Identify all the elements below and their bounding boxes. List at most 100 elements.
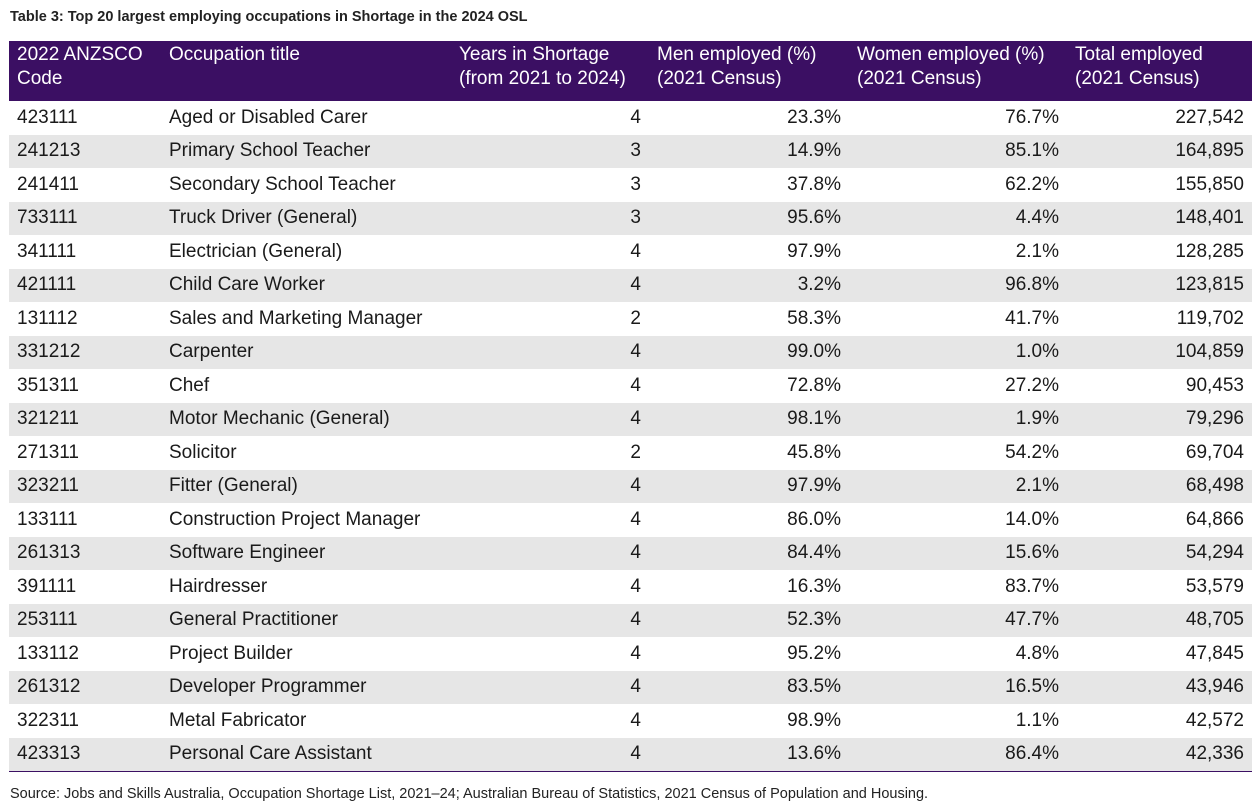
table-row: 271311 Solicitor 2 45.8% 54.2% 69,704 (9, 436, 1252, 470)
cell-total-employed: 155,850 (1067, 168, 1252, 202)
cell-years-in-shortage: 4 (451, 235, 649, 269)
cell-total-employed: 123,815 (1067, 268, 1252, 302)
cell-years-in-shortage: 4 (451, 335, 649, 369)
header-anzsco-code: 2022 ANZSCO Code (9, 41, 161, 101)
cell-occupation-title: Sales and Marketing Manager (161, 302, 451, 336)
cell-anzsco-code: 733111 (9, 201, 161, 235)
cell-total-employed: 227,542 (1067, 101, 1252, 135)
cell-years-in-shortage: 4 (451, 503, 649, 537)
cell-men-employed: 23.3% (649, 101, 849, 135)
cell-women-employed: 2.1% (849, 469, 1067, 503)
cell-women-employed: 96.8% (849, 268, 1067, 302)
cell-anzsco-code: 341111 (9, 235, 161, 269)
cell-total-employed: 54,294 (1067, 536, 1252, 570)
table-row: 423313 Personal Care Assistant 4 13.6% 86.4%… (9, 737, 1252, 772)
cell-occupation-title: Fitter (General) (161, 469, 451, 503)
cell-years-in-shortage: 2 (451, 436, 649, 470)
cell-anzsco-code: 423313 (9, 737, 161, 772)
cell-men-employed: 83.5% (649, 670, 849, 704)
table-row: 133111 Construction Project Manager 4 86.0%… (9, 503, 1252, 537)
cell-women-employed: 62.2% (849, 168, 1067, 202)
cell-occupation-title: Primary School Teacher (161, 134, 451, 168)
cell-total-employed: 119,702 (1067, 302, 1252, 336)
cell-years-in-shortage: 4 (451, 369, 649, 403)
table-row: 133112 Project Builder 4 95.2% 4.8% 47,845 (9, 637, 1252, 671)
header-men-employed: Men employed (%) (2021 Census) (649, 41, 849, 101)
cell-women-employed: 14.0% (849, 503, 1067, 537)
cell-men-employed: 97.9% (649, 235, 849, 269)
cell-total-employed: 79,296 (1067, 402, 1252, 436)
cell-men-employed: 99.0% (649, 335, 849, 369)
cell-years-in-shortage: 4 (451, 570, 649, 604)
cell-years-in-shortage: 3 (451, 201, 649, 235)
cell-women-employed: 4.8% (849, 637, 1067, 671)
cell-women-employed: 76.7% (849, 101, 1067, 135)
cell-women-employed: 47.7% (849, 603, 1067, 637)
table-row: 261312 Developer Programmer 4 83.5% 16.5% 43,… (9, 670, 1252, 704)
cell-anzsco-code: 423111 (9, 101, 161, 135)
table-row: 253111 General Practitioner 4 52.3% 47.7% 48,… (9, 603, 1252, 637)
cell-men-employed: 16.3% (649, 570, 849, 604)
cell-men-employed: 14.9% (649, 134, 849, 168)
cell-women-employed: 83.7% (849, 570, 1067, 604)
cell-women-employed: 1.9% (849, 402, 1067, 436)
source-note: Source: Jobs and Skills Australia, Occup… (10, 786, 929, 802)
cell-anzsco-code: 261312 (9, 670, 161, 704)
cell-women-employed: 2.1% (849, 235, 1067, 269)
cell-total-employed: 164,895 (1067, 134, 1252, 168)
cell-occupation-title: Solicitor (161, 436, 451, 470)
table-row: 341111 Electrician (General) 4 97.9% 2.1% 128… (9, 235, 1252, 269)
cell-anzsco-code: 322311 (9, 704, 161, 738)
cell-years-in-shortage: 4 (451, 670, 649, 704)
cell-anzsco-code: 241213 (9, 134, 161, 168)
cell-women-employed: 86.4% (849, 737, 1067, 772)
cell-years-in-shortage: 4 (451, 704, 649, 738)
table-body: 423111 Aged or Disabled Carer 4 23.3% 76.7% 2… (9, 101, 1252, 772)
cell-anzsco-code: 253111 (9, 603, 161, 637)
cell-years-in-shortage: 4 (451, 469, 649, 503)
cell-men-employed: 86.0% (649, 503, 849, 537)
cell-women-employed: 16.5% (849, 670, 1067, 704)
cell-men-employed: 98.1% (649, 402, 849, 436)
cell-years-in-shortage: 4 (451, 637, 649, 671)
cell-men-employed: 58.3% (649, 302, 849, 336)
header-women-employed: Women employed (%) (2021 Census) (849, 41, 1067, 101)
cell-occupation-title: Developer Programmer (161, 670, 451, 704)
cell-anzsco-code: 323211 (9, 469, 161, 503)
cell-total-employed: 68,498 (1067, 469, 1252, 503)
cell-women-employed: 15.6% (849, 536, 1067, 570)
cell-occupation-title: Metal Fabricator (161, 704, 451, 738)
cell-women-employed: 54.2% (849, 436, 1067, 470)
table-row: 331212 Carpenter 4 99.0% 1.0% 104,859 (9, 335, 1252, 369)
cell-total-employed: 48,705 (1067, 603, 1252, 637)
cell-total-employed: 90,453 (1067, 369, 1252, 403)
table-row: 261313 Software Engineer 4 84.4% 15.6% 54,294 (9, 536, 1252, 570)
cell-anzsco-code: 391111 (9, 570, 161, 604)
table-row: 423111 Aged or Disabled Carer 4 23.3% 76.7% 2… (9, 101, 1252, 135)
table-row: 241213 Primary School Teacher 3 14.9% 85.1% 1… (9, 134, 1252, 168)
cell-women-employed: 27.2% (849, 369, 1067, 403)
cell-women-employed: 41.7% (849, 302, 1067, 336)
header-years-in-shortage: Years in Shortage (from 2021 to 2024) (451, 41, 649, 101)
cell-anzsco-code: 331212 (9, 335, 161, 369)
cell-women-employed: 1.1% (849, 704, 1067, 738)
cell-total-employed: 47,845 (1067, 637, 1252, 671)
cell-men-employed: 45.8% (649, 436, 849, 470)
cell-total-employed: 43,946 (1067, 670, 1252, 704)
cell-occupation-title: Child Care Worker (161, 268, 451, 302)
cell-years-in-shortage: 4 (451, 536, 649, 570)
cell-total-employed: 53,579 (1067, 570, 1252, 604)
table-row: 421111 Child Care Worker 4 3.2% 96.8% 123,815 (9, 268, 1252, 302)
table-row: 323211 Fitter (General) 4 97.9% 2.1% 68,498 (9, 469, 1252, 503)
table-row: 321211 Motor Mechanic (General) 4 98.1% 1.9%… (9, 402, 1252, 436)
table-row: 391111 Hairdresser 4 16.3% 83.7% 53,579 (9, 570, 1252, 604)
cell-years-in-shortage: 4 (451, 402, 649, 436)
cell-anzsco-code: 133111 (9, 503, 161, 537)
cell-anzsco-code: 133112 (9, 637, 161, 671)
table-row: 733111 Truck Driver (General) 3 95.6% 4.4% 14… (9, 201, 1252, 235)
table-row: 241411 Secondary School Teacher 3 37.8% 62.2… (9, 168, 1252, 202)
cell-anzsco-code: 271311 (9, 436, 161, 470)
cell-years-in-shortage: 4 (451, 737, 649, 772)
cell-occupation-title: Construction Project Manager (161, 503, 451, 537)
cell-total-employed: 69,704 (1067, 436, 1252, 470)
